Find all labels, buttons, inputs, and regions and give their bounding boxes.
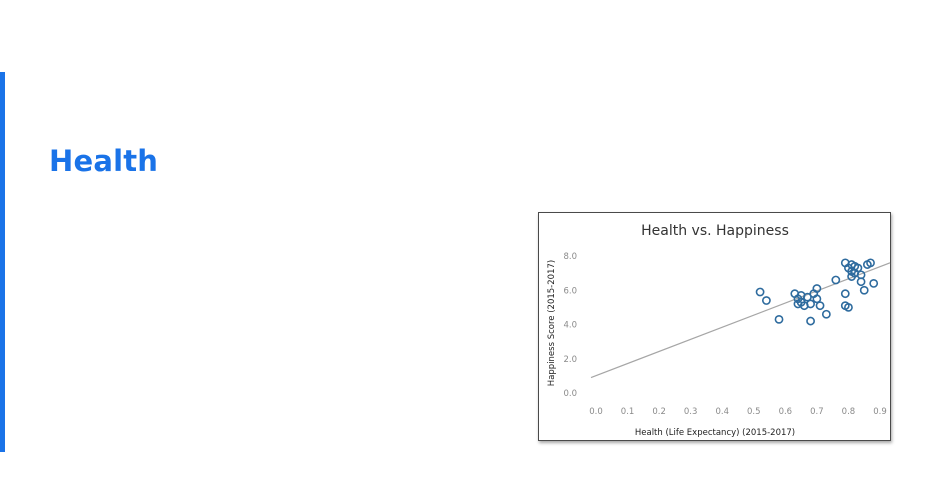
x-tick-label: 0.0 bbox=[589, 407, 603, 417]
x-tick-label: 0.1 bbox=[621, 407, 635, 417]
scatter-point bbox=[806, 316, 815, 326]
y-axis-ticks: 0.0 2.0 4.0 6.0 8.0 bbox=[563, 252, 577, 399]
scatter-chart: Health vs. Happiness 0.0 2.0 4.0 6.0 8.0 0.0… bbox=[538, 212, 891, 441]
y-tick-label: 0.0 bbox=[563, 389, 577, 399]
scatter-point bbox=[859, 285, 869, 295]
x-tick-label: 0.9 bbox=[873, 407, 887, 417]
y-tick-label: 4.0 bbox=[563, 321, 577, 331]
y-tick-label: 2.0 bbox=[563, 355, 577, 365]
x-tick-label: 0.8 bbox=[842, 407, 856, 417]
y-axis-label: Happiness Score (2015-2017) bbox=[547, 260, 557, 386]
x-axis-label: Health (Life Expectancy) (2015-2017) bbox=[635, 428, 795, 438]
scatter-point bbox=[755, 287, 765, 297]
scatter-point bbox=[815, 301, 825, 311]
trendline-layer bbox=[590, 262, 891, 379]
x-tick-label: 0.5 bbox=[747, 407, 761, 417]
scatter-point bbox=[812, 284, 822, 293]
x-tick-label: 0.6 bbox=[779, 407, 793, 417]
x-axis-ticks: 0.0 0.1 0.2 0.3 0.4 0.5 0.6 0.7 0.8 0.9 bbox=[589, 407, 887, 417]
accent-bar bbox=[0, 72, 5, 452]
scatter-point bbox=[869, 279, 879, 288]
slide-title: Health bbox=[49, 144, 159, 178]
x-tick-label: 0.7 bbox=[810, 407, 824, 417]
x-tick-label: 0.4 bbox=[715, 407, 729, 417]
chart-svg: Health vs. Happiness 0.0 2.0 4.0 6.0 8.0 0.0… bbox=[547, 223, 891, 438]
y-tick-label: 6.0 bbox=[563, 286, 577, 296]
scatter-point bbox=[761, 296, 771, 305]
scatter-point bbox=[812, 294, 822, 304]
scatter-point bbox=[856, 277, 866, 287]
scatter-point bbox=[831, 275, 841, 285]
scatter-point bbox=[774, 314, 784, 324]
scatter-point bbox=[840, 289, 850, 299]
scatter-point bbox=[806, 299, 815, 309]
points-layer bbox=[755, 258, 879, 326]
x-tick-label: 0.2 bbox=[652, 407, 666, 417]
y-tick-label: 8.0 bbox=[563, 252, 577, 262]
scatter-point bbox=[866, 258, 875, 268]
scatter-point bbox=[853, 263, 863, 273]
chart-title: Health vs. Happiness bbox=[641, 223, 789, 239]
x-tick-label: 0.3 bbox=[684, 407, 698, 417]
scatter-point bbox=[844, 302, 853, 312]
trendline bbox=[590, 262, 891, 379]
scatter-point bbox=[821, 309, 831, 319]
